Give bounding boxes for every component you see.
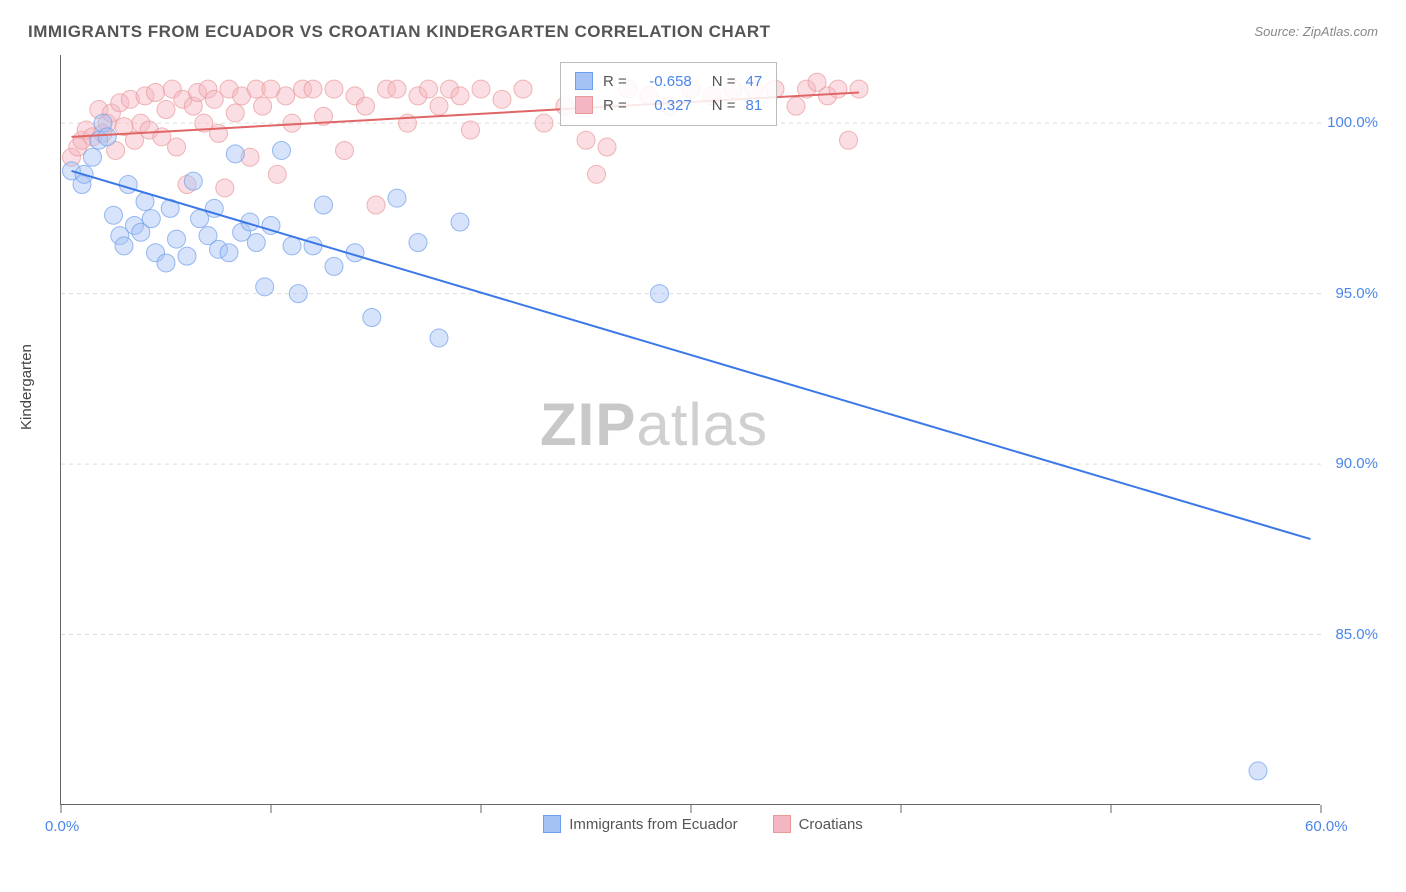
stats-n-value: 47: [746, 73, 763, 90]
point-ecuador: [388, 189, 406, 207]
point-croatians: [472, 80, 490, 98]
stats-legend-box: R = -0.658 N = 47 R = 0.327 N = 81: [560, 62, 777, 126]
point-ecuador: [273, 141, 291, 159]
point-ecuador: [119, 176, 137, 194]
plot-area: [60, 55, 1320, 805]
point-ecuador: [184, 172, 202, 190]
legend-label-ecuador: Immigrants from Ecuador: [569, 816, 737, 833]
point-croatians: [829, 80, 847, 98]
point-ecuador: [289, 285, 307, 303]
point-croatians: [514, 80, 532, 98]
y-tick-label: 95.0%: [1335, 285, 1378, 302]
y-tick-label: 85.0%: [1335, 626, 1378, 643]
point-ecuador: [115, 237, 133, 255]
x-tick-label: 60.0%: [1305, 818, 1348, 835]
stats-row-croatians: R = 0.327 N = 81: [575, 93, 762, 117]
legend-entry-ecuador: Immigrants from Ecuador: [543, 815, 737, 833]
y-tick-label: 90.0%: [1335, 455, 1378, 472]
point-croatians: [493, 90, 511, 108]
point-croatians: [598, 138, 616, 156]
point-croatians: [535, 114, 553, 132]
stats-r-value: 0.327: [637, 97, 692, 114]
point-croatians: [577, 131, 595, 149]
point-ecuador: [178, 247, 196, 265]
stats-r-label: R =: [603, 73, 627, 90]
point-croatians: [168, 138, 186, 156]
point-croatians: [430, 97, 448, 115]
point-ecuador: [220, 244, 238, 262]
legend-label-croatians: Croatians: [799, 816, 863, 833]
point-ecuador: [451, 213, 469, 231]
point-ecuador: [226, 145, 244, 163]
legend-swatch-ecuador: [543, 815, 561, 833]
point-croatians: [588, 165, 606, 183]
point-croatians: [210, 124, 228, 142]
point-croatians: [840, 131, 858, 149]
point-ecuador: [304, 237, 322, 255]
stats-n-label: N =: [712, 97, 736, 114]
point-ecuador: [325, 257, 343, 275]
point-ecuador: [363, 309, 381, 327]
x-tick-label: 0.0%: [45, 818, 79, 835]
point-ecuador: [651, 285, 669, 303]
point-ecuador: [315, 196, 333, 214]
point-ecuador: [142, 210, 160, 228]
point-croatians: [850, 80, 868, 98]
stats-swatch: [575, 72, 593, 90]
stats-r-label: R =: [603, 97, 627, 114]
point-ecuador: [256, 278, 274, 296]
point-croatians: [254, 97, 272, 115]
point-croatians: [226, 104, 244, 122]
point-ecuador: [283, 237, 301, 255]
chart-title: IMMIGRANTS FROM ECUADOR VS CROATIAN KIND…: [28, 22, 771, 42]
point-croatians: [462, 121, 480, 139]
stats-n-label: N =: [712, 73, 736, 90]
point-croatians: [787, 97, 805, 115]
point-ecuador: [84, 148, 102, 166]
point-ecuador: [98, 128, 116, 146]
point-croatians: [336, 141, 354, 159]
legend-swatch-croatians: [773, 815, 791, 833]
point-croatians: [357, 97, 375, 115]
stats-swatch: [575, 96, 593, 114]
stats-r-value: -0.658: [637, 73, 692, 90]
stats-n-value: 81: [746, 97, 763, 114]
point-croatians: [157, 101, 175, 119]
point-croatians: [367, 196, 385, 214]
point-croatians: [277, 87, 295, 105]
point-croatians: [147, 84, 165, 102]
y-tick-label: 100.0%: [1327, 114, 1378, 131]
point-croatians: [325, 80, 343, 98]
y-axis-label: Kindergarten: [18, 344, 35, 430]
point-ecuador: [430, 329, 448, 347]
source-label: Source: ZipAtlas.com: [1254, 24, 1378, 39]
stats-row-ecuador: R = -0.658 N = 47: [575, 69, 762, 93]
bottom-legend: Immigrants from Ecuador Croatians: [0, 815, 1406, 833]
legend-entry-croatians: Croatians: [773, 815, 863, 833]
point-ecuador: [247, 234, 265, 252]
point-croatians: [420, 80, 438, 98]
point-croatians: [388, 80, 406, 98]
point-croatians: [304, 80, 322, 98]
point-ecuador: [1249, 762, 1267, 780]
point-croatians: [216, 179, 234, 197]
point-ecuador: [409, 234, 427, 252]
point-ecuador: [157, 254, 175, 272]
point-ecuador: [105, 206, 123, 224]
point-croatians: [451, 87, 469, 105]
point-croatians: [268, 165, 286, 183]
trendline-ecuador: [72, 171, 1311, 539]
point-ecuador: [168, 230, 186, 248]
